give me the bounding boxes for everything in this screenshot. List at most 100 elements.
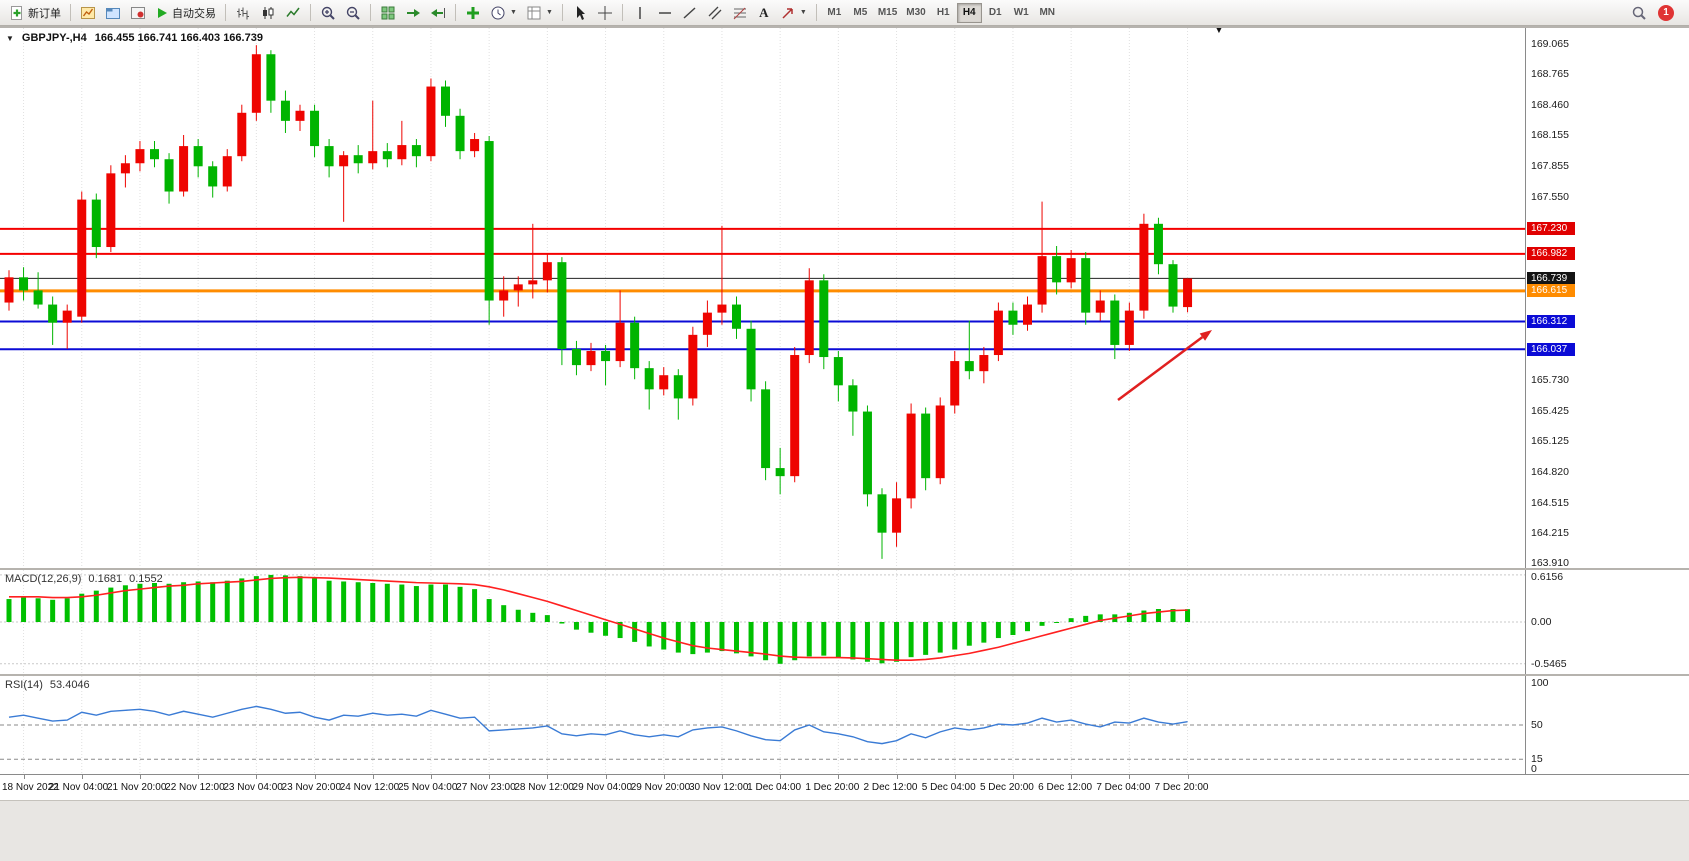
toolbar-separator [455,4,456,21]
chart-window-icon [81,6,95,19]
fibonacci-button[interactable] [728,2,752,24]
time-axis-label: 29 Nov 20:00 [630,782,691,793]
time-tick [314,775,316,779]
price-axis[interactable]: 169.065 168.765 168.460 168.155 167.855 167.5… [1525,28,1689,569]
window-bottom-area [0,800,1689,861]
notification-badge[interactable]: 1 [1658,4,1674,21]
profiles-icon [106,7,120,19]
rsi-level-lines [0,724,1525,760]
time-axis-label: 21 Nov 04:00 [48,782,109,793]
rsi-label: RSI(14) 53.4046 [5,679,90,691]
cursor-button[interactable] [568,2,592,24]
time-tick [838,775,840,779]
toolbar-separator [70,4,71,21]
candlestick-chart-button[interactable] [256,2,280,24]
autotrading-label: 自动交易 [172,7,216,20]
time-axis[interactable]: 18 Nov 2022 21 Nov 04:00 21 Nov 20:00 22 No… [0,774,1689,800]
pane-divider[interactable] [0,674,1689,676]
ohlc-readout: 166.455 166.741 166.403 166.739 [94,32,263,44]
arrow-annotation[interactable] [1117,330,1212,402]
text-button[interactable]: A [753,2,775,24]
macd-plot[interactable] [0,570,1525,674]
rsi-pane[interactable]: RSI(14) 53.4046 [0,676,1525,774]
timeframe-m5[interactable]: M5 [848,3,873,23]
indicators-plus-icon [467,6,479,19]
toolbar: 新订单 自动交易 ▼ [0,0,1689,26]
candlestick-plot[interactable] [0,28,1525,568]
time-axis-label: 18 Nov 2022 [2,782,59,793]
time-tick [430,775,432,779]
indicators-button[interactable] [461,2,485,24]
time-tick [1012,775,1014,779]
line-chart-icon [286,7,300,17]
auto-scroll-button[interactable] [401,2,425,24]
time-axis-label: 7 Dec 04:00 [1096,782,1151,793]
time-tick [663,775,665,779]
time-tick [489,775,491,779]
bar-chart-button[interactable] [231,2,255,24]
horizontal-line-button[interactable] [653,2,677,24]
time-tick [139,775,141,779]
axis-label: 100 [1531,677,1549,689]
autotrading-button[interactable]: 自动交易 [151,2,220,24]
timeframe-h1[interactable]: H1 [931,3,956,23]
new-order-button[interactable]: 新订单 [5,2,65,24]
price-chart-pane[interactable]: ▼ GBPJPY-,H4 166.455 166.741 166.403 166… [0,28,1525,568]
time-axis-label: 7 Dec 20:00 [1154,782,1209,793]
templates-button[interactable]: ▼ [522,2,557,24]
chevron-down-icon: ▼ [545,9,553,16]
search-button[interactable] [1627,2,1651,24]
zoom-in-icon [321,6,335,20]
axis-label: 164.820 [1531,466,1569,479]
timeframe-mn[interactable]: MN [1035,3,1060,23]
periods-button[interactable]: ▼ [486,2,521,24]
crosshair-icon [597,5,612,20]
zoom-out-button[interactable] [341,2,365,24]
timeframe-m15[interactable]: M15 [874,3,901,23]
tile-windows-button[interactable] [376,2,400,24]
trendline-button[interactable] [678,2,702,24]
crosshair-button[interactable] [593,2,617,24]
arrows-button[interactable]: ▼ [776,2,811,24]
price-axis-badge: 166.312 [1527,315,1575,329]
time-axis-label: 28 Nov 12:00 [514,782,574,793]
text-tool-icon: A [759,4,769,20]
rsi-plot[interactable] [0,676,1525,774]
zoom-in-button[interactable] [316,2,340,24]
timeframe-m30[interactable]: M30 [902,3,929,23]
macd-pane[interactable]: MACD(12,26,9) 0.1681 0.1552 [0,570,1525,674]
time-axis-label: 6 Dec 12:00 [1038,782,1093,793]
horizontal-price-lines[interactable] [0,227,1525,351]
alerts-icon [131,6,145,19]
pane-divider[interactable] [0,568,1689,570]
axis-label: 167.855 [1531,159,1569,172]
axis-label: 165.125 [1531,435,1569,448]
symbol-caret-icon[interactable]: ▼ [6,33,14,43]
chart-shift-button[interactable] [426,2,450,24]
profiles-button[interactable] [101,2,125,24]
vertical-line-button[interactable] [628,2,652,24]
axis-label: 168.765 [1531,67,1569,80]
macd-signal-line [9,576,1188,662]
timeframe-w1[interactable]: W1 [1009,3,1034,23]
time-axis-label: 21 Nov 20:00 [106,782,167,793]
timeframe-m1[interactable]: M1 [822,3,847,23]
chart-window-button[interactable] [76,2,100,24]
axis-label: 0.00 [1531,616,1552,628]
channel-button[interactable] [703,2,727,24]
alerts-button[interactable] [126,2,150,24]
timeframe-d1[interactable]: D1 [983,3,1008,23]
pane-divider [0,26,1689,28]
time-tick [372,775,374,779]
time-axis-label: 1 Dec 04:00 [747,782,802,793]
chart-shift-marker[interactable]: ▼ [1214,28,1224,36]
line-chart-button[interactable] [281,2,305,24]
price-axis-badge: 166.615 [1527,284,1575,298]
toolbar-separator [310,4,311,21]
timeframe-h4[interactable]: H4 [956,2,982,23]
time-axis-label: 30 Nov 12:00 [688,782,749,793]
rsi-name: RSI(14) [5,679,43,691]
rsi-value: 53.4046 [49,679,90,691]
chevron-down-icon: ▼ [799,9,807,16]
